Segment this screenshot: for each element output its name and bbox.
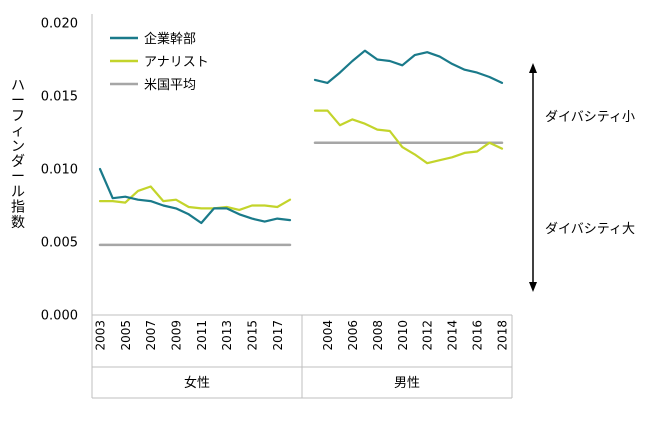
panel-label: 男性 [394,376,420,391]
series-line [313,49,504,85]
x-axis-ticks: 2003 2005 2007 2009 2011 2013 2015 2017 2004 2006… [94,320,510,351]
x-tick-label: 2008 [371,320,385,351]
series-lines [98,49,504,247]
y-axis-label-char: 数 [11,215,25,231]
x-tick-label: 2012 [421,320,435,351]
y-axis-label-char: ダ [11,154,25,170]
series-line [98,167,292,225]
y-axis-label-char: フ [11,108,25,124]
x-tick-label: 2010 [396,320,410,351]
y-axis-label-char: 指 [11,200,25,216]
x-tick-label: 2018 [496,320,510,351]
y-axis-label-char: ル [11,184,25,200]
x-tick-label: 2003 [94,320,108,351]
x-tick-label: 2013 [220,320,234,351]
series-line [313,109,504,165]
x-tick-label: 2009 [170,320,184,351]
panel-label: 女性 [184,375,210,391]
y-axis-label-char: ハ [11,78,25,94]
y-axis-ticks: 0.000 0.005 0.010 0.015 0.020 [41,17,78,324]
x-tick-label: 2015 [246,320,260,351]
legend-label: アナリスト [144,55,209,70]
annotation-high-diversity: ダイバシティ大 [545,222,635,237]
legend-label: 米国平均 [144,78,196,93]
axes [91,14,513,399]
x-tick-label: 2005 [119,320,133,351]
x-tick-label: 2017 [271,320,285,351]
series-line [98,185,292,211]
x-tick-label: 2014 [446,320,460,351]
x-tick-label: 2006 [346,320,360,351]
y-tick-label: 0.020 [41,17,78,32]
y-tick-label: 0.010 [41,163,78,178]
y-axis-label-char: ン [11,139,25,155]
panel-labels: 女性 男性 [184,375,420,391]
arrowhead-down [529,282,537,292]
y-axis-label-char: ー [11,93,25,109]
annotation-low-diversity: ダイバシティ小 [545,110,635,125]
x-tick-label: 2011 [195,320,209,351]
y-tick-label: 0.005 [41,236,78,251]
y-axis-label-char: ー [11,169,25,185]
y-tick-label: 0.015 [41,90,78,105]
x-tick-label: 2004 [321,320,335,351]
arrowhead-up [529,63,537,73]
x-tick-label: 2016 [471,320,485,351]
x-tick-label: 2007 [144,320,158,351]
y-axis-label-char: ィ [11,124,25,140]
legend-label: 企業幹部 [144,31,196,47]
y-tick-label: 0.000 [41,309,78,324]
